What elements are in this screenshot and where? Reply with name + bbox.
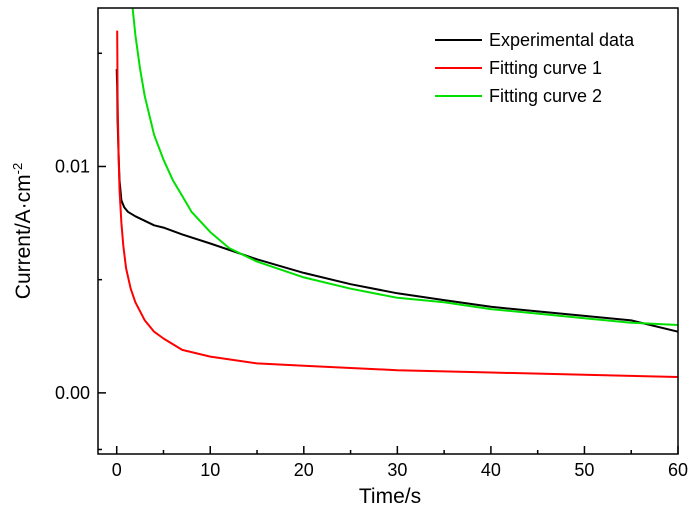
series-line-2	[116, 30, 679, 378]
x-tick-label: 20	[294, 460, 314, 480]
y-axis-title-main: Current/A·cm	[12, 174, 35, 299]
plot-frame	[97, 7, 679, 455]
y-axis: 0.00 0.01	[55, 52, 106, 451]
x-axis: 0 10 20 30 40 50 60	[112, 446, 688, 480]
plot-series-group	[115, 7, 679, 378]
legend-label-3: Fitting curve 2	[489, 86, 602, 106]
legend-label-1: Experimental data	[489, 30, 635, 50]
x-tick-label: 10	[200, 460, 220, 480]
series-line-1	[115, 69, 679, 333]
y-tick-label: 0.01	[55, 156, 90, 176]
x-tick-label: 60	[668, 460, 688, 480]
x-tick-label: 0	[112, 460, 122, 480]
y-axis-title: Current/A·cm-2	[10, 163, 35, 299]
x-tick-label: 30	[387, 460, 407, 480]
legend: Experimental data Fitting curve 1 Fitting …	[435, 30, 635, 106]
y-axis-title-superscript: -2	[10, 163, 25, 175]
y-tick-label: 0.00	[55, 383, 90, 403]
x-tick-label: 40	[481, 460, 501, 480]
x-tick-label: 50	[574, 460, 594, 480]
x-axis-title: Time/s	[359, 485, 421, 508]
series-line-3	[131, 7, 679, 326]
legend-label-2: Fitting curve 1	[489, 58, 602, 78]
